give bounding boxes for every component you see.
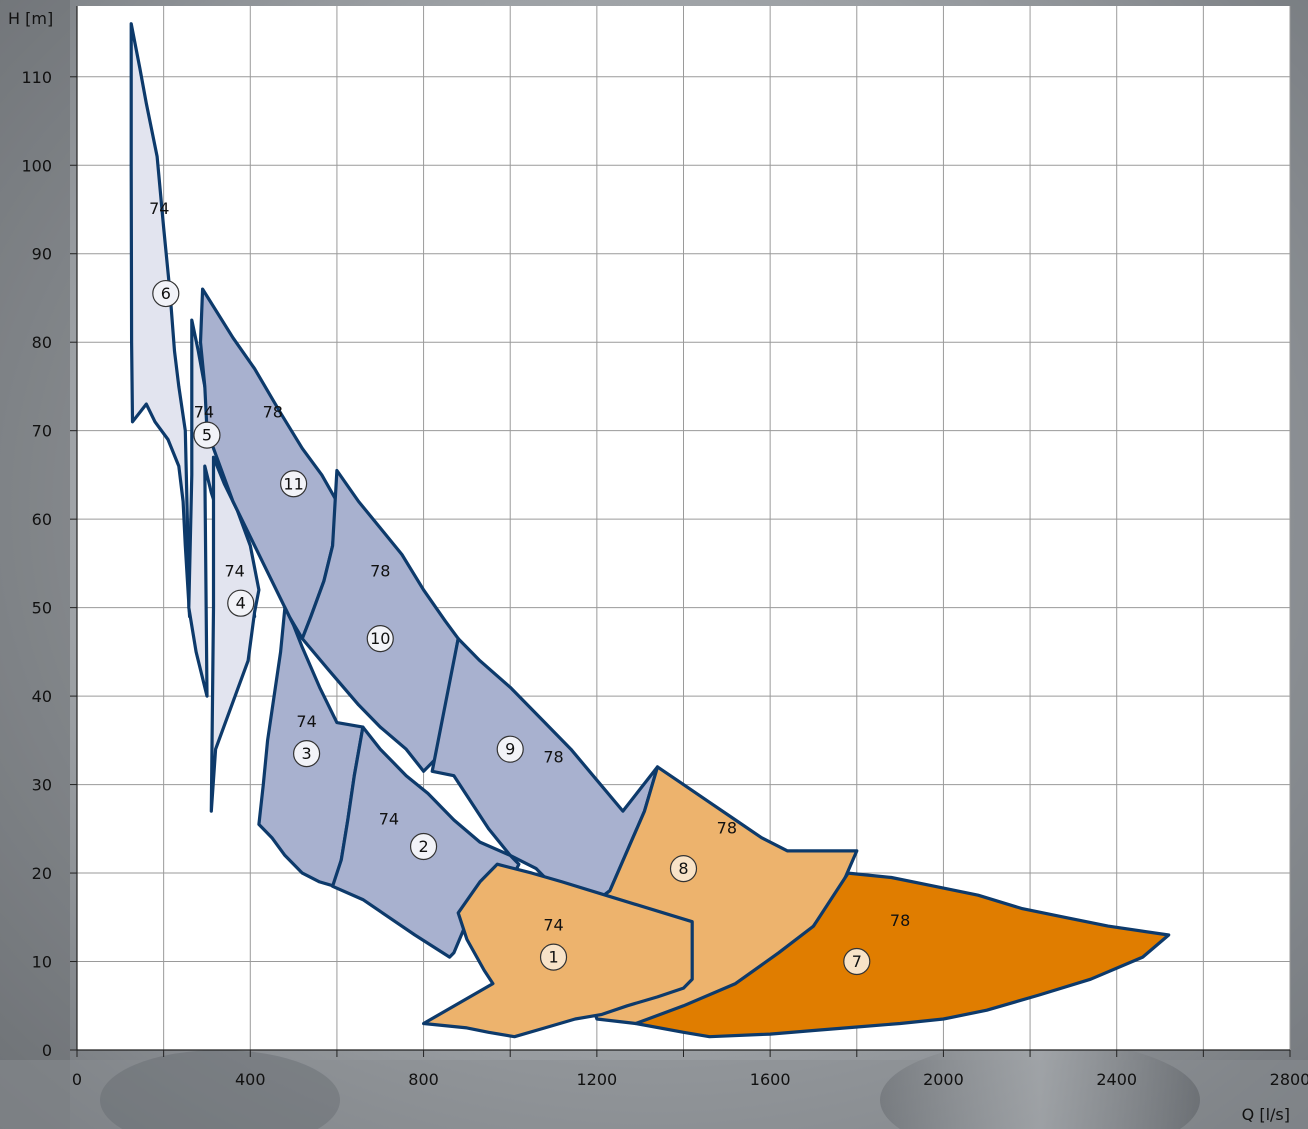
pump-number-4: 4 (227, 589, 255, 617)
pump-number-8: 8 (669, 855, 698, 883)
pump-number-circle (366, 624, 394, 653)
x-tick-label: 400 (235, 1070, 266, 1089)
pump-number-circle (496, 735, 524, 763)
pump-number-text: 6 (161, 284, 171, 303)
y-tick-label: 60 (32, 510, 52, 529)
y-tick-label: 40 (32, 687, 52, 706)
pump-number-3: 3 (293, 740, 321, 768)
pump-number-circle (669, 855, 698, 883)
pump-number-1: 1 (539, 943, 568, 971)
y-tick-label: 80 (32, 333, 52, 352)
pump-number-circle (539, 943, 568, 971)
x-tick-label: 2400 (1096, 1070, 1137, 1089)
x-tick-label: 2800 (1270, 1070, 1308, 1089)
region-labels: 74 6 74 5 74 4 78 11 78 10 74 3 78 9 74 2 78 8 74 1 78 7 (149, 199, 910, 976)
efficiency-label-11: 78 (263, 402, 283, 421)
x-tick-label: 1200 (576, 1070, 617, 1089)
pump-number-circle (152, 279, 180, 308)
x-tick-label: 0 (72, 1070, 82, 1089)
y-tick-label: 50 (32, 599, 52, 618)
y-tick-label: 70 (32, 422, 52, 441)
efficiency-label-9: 78 (543, 748, 563, 767)
pump-number-circle (193, 421, 221, 449)
y-tick-label: 10 (32, 953, 52, 972)
region-6 (129, 22, 192, 619)
pump-number-6: 6 (152, 279, 180, 308)
performance-regions (129, 22, 1171, 1039)
x-tick-label: 2000 (923, 1070, 964, 1089)
y-tick-label: 30 (32, 776, 52, 795)
pump-number-text: 10 (370, 629, 390, 648)
pump-number-circle (293, 740, 321, 768)
y-tick-label: 110 (21, 68, 52, 87)
y-tick-label: 100 (21, 156, 52, 175)
y-tick-label: 20 (32, 864, 52, 883)
efficiency-label-10: 78 (370, 562, 390, 581)
region-10 (300, 468, 460, 773)
efficiency-label-6: 74 (149, 199, 169, 218)
pump-number-11: 11 (280, 470, 308, 498)
pump-number-text: 2 (418, 837, 428, 856)
efficiency-label-2: 74 (379, 809, 399, 828)
pump-number-text: 7 (852, 952, 862, 971)
pump-number-5: 5 (193, 421, 221, 449)
axes (70, 6, 1291, 1057)
pump-number-7: 7 (843, 947, 871, 976)
x-tick-label: 1600 (750, 1070, 791, 1089)
pump-number-text: 11 (283, 474, 303, 493)
efficiency-label-8: 78 (717, 818, 737, 837)
pump-number-9: 9 (496, 735, 524, 763)
pump-number-circle (280, 470, 308, 498)
pump-number-text: 5 (202, 426, 212, 445)
y-axis-title: H [m] (8, 9, 53, 28)
x-tick-label: 800 (408, 1070, 439, 1089)
pump-number-circle (227, 589, 255, 617)
pump-number-2: 2 (409, 832, 438, 861)
pump-number-text: 4 (236, 594, 246, 613)
tick-labels: 0 400 800 1200 1600 2000 2400 2800 0 10 20 30 40 50 60… (21, 68, 1308, 1089)
pump-number-circle (409, 832, 438, 861)
pump-number-10: 10 (366, 624, 394, 653)
efficiency-label-4: 74 (225, 562, 245, 581)
y-tick-label: 0 (42, 1041, 52, 1060)
region-7 (634, 871, 1171, 1039)
efficiency-label-5: 74 (194, 402, 214, 421)
pump-number-text: 1 (548, 948, 558, 967)
pump-number-text: 3 (302, 744, 312, 763)
efficiency-label-7: 78 (890, 911, 910, 930)
pump-number-circle (843, 947, 871, 976)
y-tick-label: 90 (32, 245, 52, 264)
efficiency-label-1: 74 (543, 916, 563, 935)
efficiency-label-3: 74 (296, 712, 316, 731)
pump-number-text: 9 (505, 740, 515, 759)
x-axis-title: Q [l/s] (1242, 1105, 1290, 1124)
pump-number-text: 8 (678, 859, 688, 878)
